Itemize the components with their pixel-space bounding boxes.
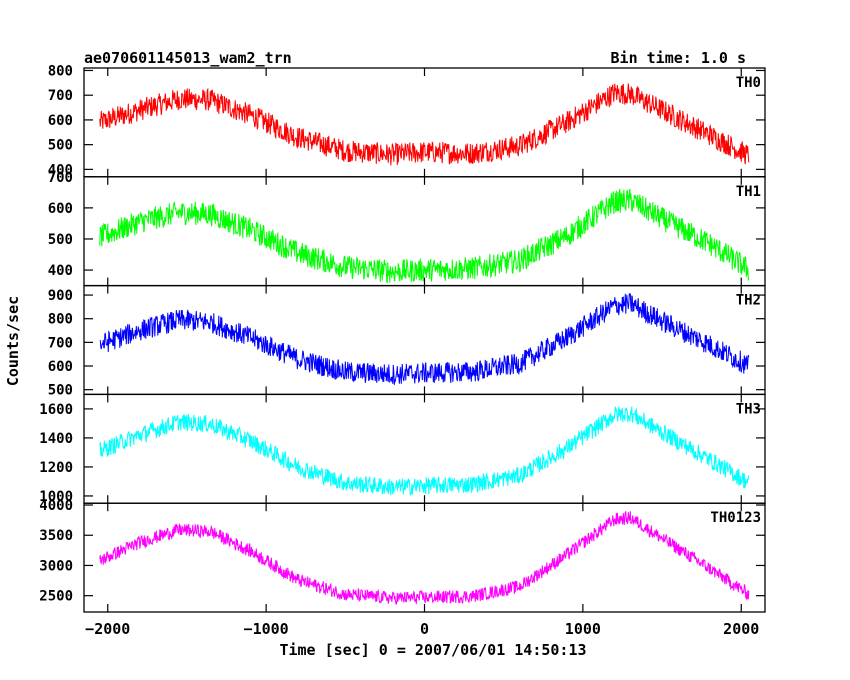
panels-group: 400 500 600 700 800 TH0 400 500 600 700 TH1 500 600 7… — [39, 63, 766, 613]
y-axis-label: Counts/sec — [4, 296, 22, 386]
y-tick-label: 500 — [48, 232, 73, 248]
y-tick-label: 700 — [48, 170, 73, 186]
y-tick-label: 2500 — [39, 589, 73, 605]
y-tick-label: 400 — [48, 263, 73, 279]
y-tick-label: 1600 — [39, 402, 73, 418]
panel-frame — [83, 67, 766, 178]
series-line-th0 — [99, 83, 750, 166]
series-label: TH1 — [736, 184, 761, 200]
series-label: TH3 — [736, 401, 761, 417]
y-tick-label: 3500 — [39, 528, 73, 544]
y-tick-label: 500 — [48, 138, 73, 154]
x-tick-label: 1000 — [565, 620, 601, 638]
y-tick-label: 3000 — [39, 558, 73, 574]
panel-th0123: 2500 3000 3500 4000 TH0123 — [39, 498, 766, 613]
series-line-th1 — [99, 188, 750, 284]
y-tick-label: 700 — [48, 335, 73, 351]
bin-time-label: Bin time: 1.0 s — [611, 49, 746, 67]
series-label: TH2 — [736, 293, 761, 309]
y-tick-label: 600 — [48, 201, 73, 217]
series-line-th3 — [99, 406, 750, 497]
series-label: TH0 — [736, 75, 761, 91]
panel-th0: 400 500 600 700 800 TH0 — [48, 63, 766, 178]
y-tick-label: 1400 — [39, 431, 73, 447]
x-tick-label: −1000 — [244, 620, 289, 638]
x-tick-label: −2000 — [85, 620, 130, 638]
y-tick-label: 1000 — [39, 489, 73, 505]
panel-th3: 1000 1200 1400 1600 TH3 — [39, 393, 766, 505]
y-tick-label: 800 — [48, 312, 73, 328]
y-tick-label: 600 — [48, 359, 73, 375]
x-tick-label: 2000 — [723, 620, 759, 638]
series-line-th0123 — [99, 510, 750, 605]
y-tick-label: 700 — [48, 88, 73, 104]
y-tick-label: 400 — [48, 162, 73, 178]
x-axis-label: Time [sec] 0 = 2007/06/01 14:50:13 — [279, 641, 586, 659]
y-tick-label: 800 — [48, 63, 73, 79]
y-tick-label: 900 — [48, 288, 73, 304]
panel-th1: 400 500 600 700 TH1 — [48, 170, 766, 287]
y-tick-label: 600 — [48, 113, 73, 129]
y-tick-label: 1200 — [39, 460, 73, 476]
y-tick-label: 4000 — [39, 498, 73, 514]
x-axis: −2000 −1000 0 1000 2000 — [85, 620, 759, 638]
series-label: TH0123 — [710, 510, 761, 526]
chart-title: ae070601145013_wam2_trn — [84, 49, 292, 67]
x-tick-label: 0 — [420, 620, 429, 638]
panel-th2: 500 600 700 800 900 TH2 — [48, 284, 766, 399]
series-line-th2 — [99, 293, 750, 385]
y-tick-label: 500 — [48, 383, 73, 399]
